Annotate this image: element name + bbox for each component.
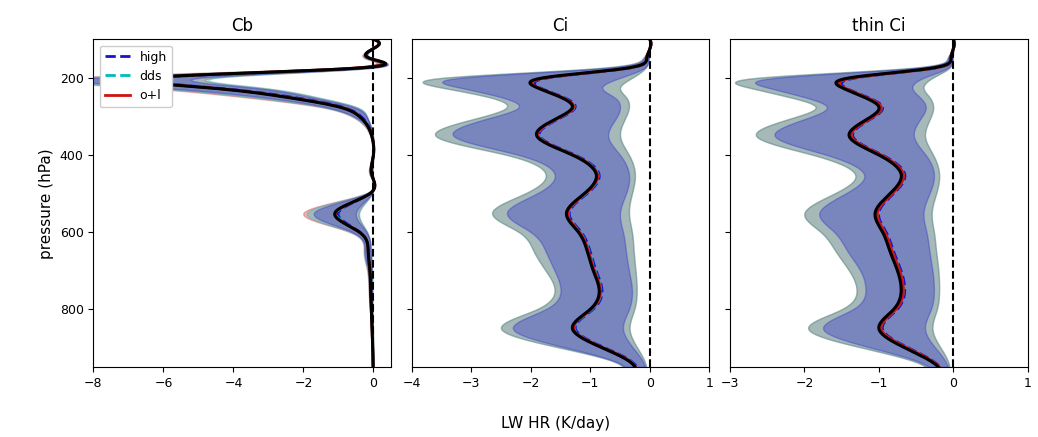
Text: LW HR (K/day): LW HR (K/day) [500,416,610,431]
Title: Cb: Cb [231,17,253,35]
Y-axis label: pressure (hPa): pressure (hPa) [39,148,54,259]
Title: thin Ci: thin Ci [852,17,905,35]
Legend: high, dds, o+l: high, dds, o+l [100,45,172,107]
Title: Ci: Ci [552,17,569,35]
